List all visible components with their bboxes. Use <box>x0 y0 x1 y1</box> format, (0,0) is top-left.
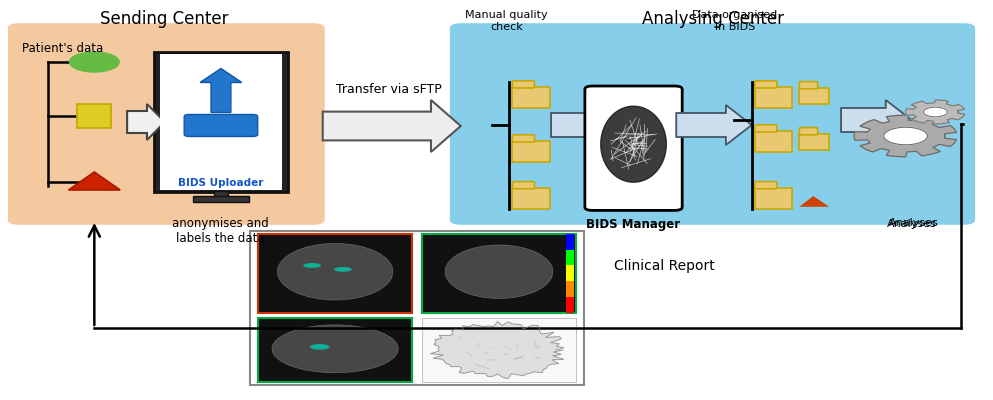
Circle shape <box>923 107 947 117</box>
Text: Analyses: Analyses <box>887 219 936 229</box>
FancyBboxPatch shape <box>512 81 534 88</box>
FancyBboxPatch shape <box>512 188 550 209</box>
FancyArrow shape <box>551 105 627 145</box>
FancyArrow shape <box>323 100 461 152</box>
FancyArrow shape <box>201 68 242 112</box>
Polygon shape <box>69 172 120 190</box>
Text: Clinical Report: Clinical Report <box>614 259 714 273</box>
FancyBboxPatch shape <box>422 234 576 312</box>
FancyBboxPatch shape <box>185 114 257 136</box>
FancyArrow shape <box>127 104 165 140</box>
FancyBboxPatch shape <box>755 188 792 209</box>
Ellipse shape <box>303 263 321 268</box>
FancyBboxPatch shape <box>799 134 829 150</box>
FancyBboxPatch shape <box>154 52 288 192</box>
FancyBboxPatch shape <box>566 234 574 250</box>
Text: Transfer via sFTP: Transfer via sFTP <box>337 83 442 96</box>
Text: Analyses: Analyses <box>889 218 938 228</box>
FancyArrow shape <box>676 105 752 145</box>
FancyBboxPatch shape <box>258 318 412 382</box>
Text: Patient's data: Patient's data <box>22 42 103 55</box>
FancyArrow shape <box>841 100 912 140</box>
Ellipse shape <box>445 245 553 298</box>
FancyBboxPatch shape <box>258 234 412 312</box>
FancyBboxPatch shape <box>755 81 777 88</box>
FancyBboxPatch shape <box>512 135 534 142</box>
FancyBboxPatch shape <box>799 128 817 135</box>
FancyBboxPatch shape <box>799 88 829 104</box>
FancyBboxPatch shape <box>512 141 550 162</box>
Ellipse shape <box>334 267 352 272</box>
Text: anonymises and
labels the data: anonymises and labels the data <box>172 217 269 245</box>
Text: BIDS Uploader: BIDS Uploader <box>179 178 263 188</box>
Polygon shape <box>601 106 666 182</box>
Polygon shape <box>799 196 829 207</box>
FancyBboxPatch shape <box>422 318 576 382</box>
Ellipse shape <box>272 325 398 373</box>
Ellipse shape <box>277 244 393 300</box>
Text: Manual quality
check: Manual quality check <box>465 10 548 32</box>
FancyBboxPatch shape <box>755 182 777 189</box>
FancyBboxPatch shape <box>193 196 248 202</box>
Polygon shape <box>906 100 965 124</box>
FancyBboxPatch shape <box>755 87 792 108</box>
FancyBboxPatch shape <box>566 250 574 266</box>
FancyBboxPatch shape <box>755 131 792 152</box>
Text: BIDS Manager: BIDS Manager <box>587 218 680 231</box>
Polygon shape <box>854 115 956 157</box>
Ellipse shape <box>310 344 330 350</box>
FancyBboxPatch shape <box>585 86 682 210</box>
Text: Data organised
in BIDS: Data organised in BIDS <box>692 10 778 32</box>
FancyBboxPatch shape <box>755 125 777 132</box>
FancyBboxPatch shape <box>8 23 325 225</box>
FancyBboxPatch shape <box>214 191 228 198</box>
Text: Analysing Center: Analysing Center <box>641 10 784 28</box>
Circle shape <box>884 127 927 145</box>
FancyBboxPatch shape <box>77 104 111 128</box>
FancyBboxPatch shape <box>160 54 282 190</box>
Circle shape <box>70 52 119 72</box>
FancyBboxPatch shape <box>250 231 584 385</box>
FancyBboxPatch shape <box>512 182 534 189</box>
Polygon shape <box>431 322 564 378</box>
FancyBboxPatch shape <box>566 297 574 312</box>
FancyBboxPatch shape <box>566 281 574 297</box>
FancyBboxPatch shape <box>566 266 574 281</box>
Text: Sending Center: Sending Center <box>99 10 228 28</box>
FancyBboxPatch shape <box>512 87 550 108</box>
FancyBboxPatch shape <box>450 23 975 225</box>
FancyBboxPatch shape <box>799 82 817 89</box>
